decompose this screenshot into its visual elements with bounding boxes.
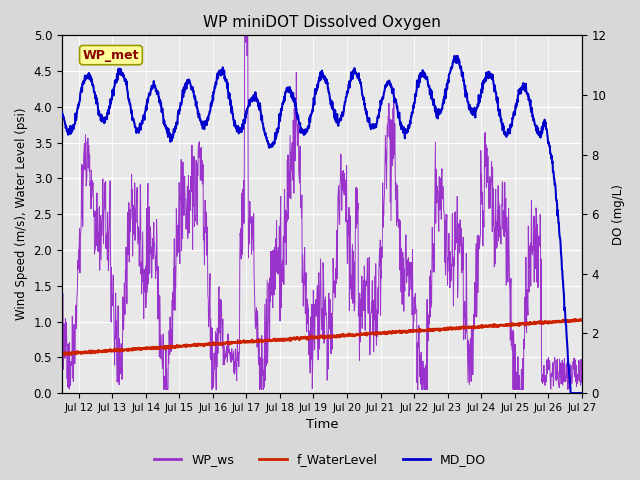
Title: WP miniDOT Dissolved Oxygen: WP miniDOT Dissolved Oxygen <box>203 15 441 30</box>
Y-axis label: DO (mg/L): DO (mg/L) <box>612 184 625 245</box>
Text: WP_met: WP_met <box>83 48 139 61</box>
Legend: WP_ws, f_WaterLevel, MD_DO: WP_ws, f_WaterLevel, MD_DO <box>148 448 492 471</box>
Y-axis label: Wind Speed (m/s), Water Level (psi): Wind Speed (m/s), Water Level (psi) <box>15 108 28 321</box>
X-axis label: Time: Time <box>305 419 338 432</box>
